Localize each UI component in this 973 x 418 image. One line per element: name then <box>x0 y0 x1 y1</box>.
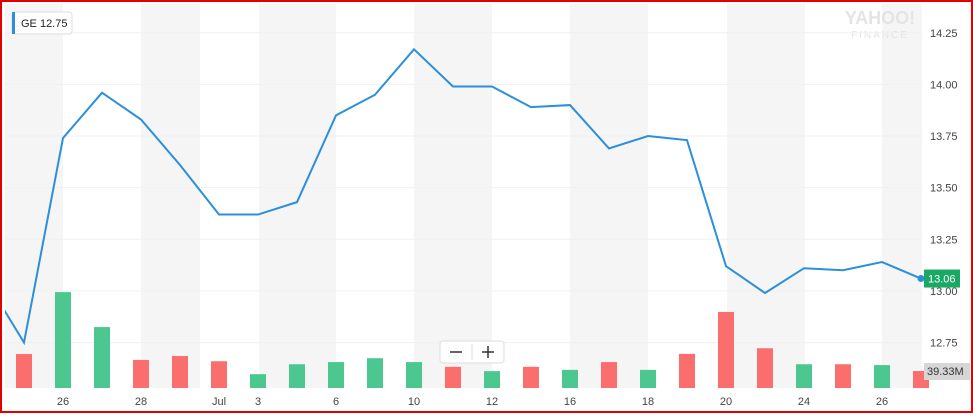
volume-bar <box>835 364 851 388</box>
price-line <box>5 47 922 346</box>
watermark: FINANCE <box>851 30 909 41</box>
volume-bar <box>328 362 344 388</box>
volume-bar <box>16 354 32 388</box>
x-tick-label: 16 <box>564 396 576 408</box>
volume-bar <box>718 311 734 388</box>
volume-bar <box>523 366 539 388</box>
volume-bar <box>562 369 578 388</box>
x-tick-label: Jul <box>212 396 226 408</box>
volume-bar <box>55 292 71 388</box>
volume-bar <box>601 362 617 388</box>
y-tick-label: 14.25 <box>930 28 958 40</box>
x-tick-label: 3 <box>255 396 261 408</box>
last-price-label: 13.06 <box>928 274 956 286</box>
volume-bar <box>640 369 656 388</box>
x-tick-label: 26 <box>876 396 888 408</box>
y-tick-label: 13.00 <box>930 286 958 298</box>
y-tick-label: 12.75 <box>930 338 958 350</box>
x-tick-label: 24 <box>798 396 810 408</box>
week-bands <box>5 4 922 388</box>
volume-bar <box>289 364 305 388</box>
volume-bar <box>757 348 773 388</box>
volume-bar <box>211 361 227 388</box>
y-tick-label: 13.75 <box>930 131 958 143</box>
volume-bar <box>250 374 266 388</box>
last-volume-box <box>924 363 970 381</box>
watermark: YAHOO! <box>845 8 915 28</box>
zoom-in[interactable] <box>482 346 494 358</box>
volume-bar <box>133 359 149 388</box>
x-tick-label: 6 <box>333 396 339 408</box>
x-tick-label: 10 <box>408 396 420 408</box>
volume-bar <box>172 356 188 388</box>
volume-bar <box>94 327 110 388</box>
last-price-box <box>924 269 960 288</box>
last-volume-label: 39.33M <box>927 366 964 378</box>
x-tick-label: 28 <box>135 396 147 408</box>
x-tick-label: 18 <box>642 396 654 408</box>
volume-bar <box>874 365 890 388</box>
volume-bar <box>445 366 461 388</box>
volume-bar <box>367 358 383 388</box>
last-point <box>917 275 925 283</box>
y-tick-label: 13.25 <box>930 234 958 246</box>
x-tick-label: 20 <box>720 396 732 408</box>
volume-bar <box>484 371 500 388</box>
x-tick-label: 26 <box>57 396 69 408</box>
x-tick-label: 12 <box>486 396 498 408</box>
y-tick-label: 14.00 <box>930 79 958 91</box>
volume-bar <box>406 362 422 388</box>
volume-bar <box>796 364 812 388</box>
volume-bar <box>679 353 695 388</box>
hover-box: GE 12.75 <box>11 11 73 35</box>
hover-label: GE 12.75 <box>21 18 67 30</box>
zoom-controls[interactable] <box>439 340 505 364</box>
y-tick-label: 13.50 <box>930 183 958 195</box>
